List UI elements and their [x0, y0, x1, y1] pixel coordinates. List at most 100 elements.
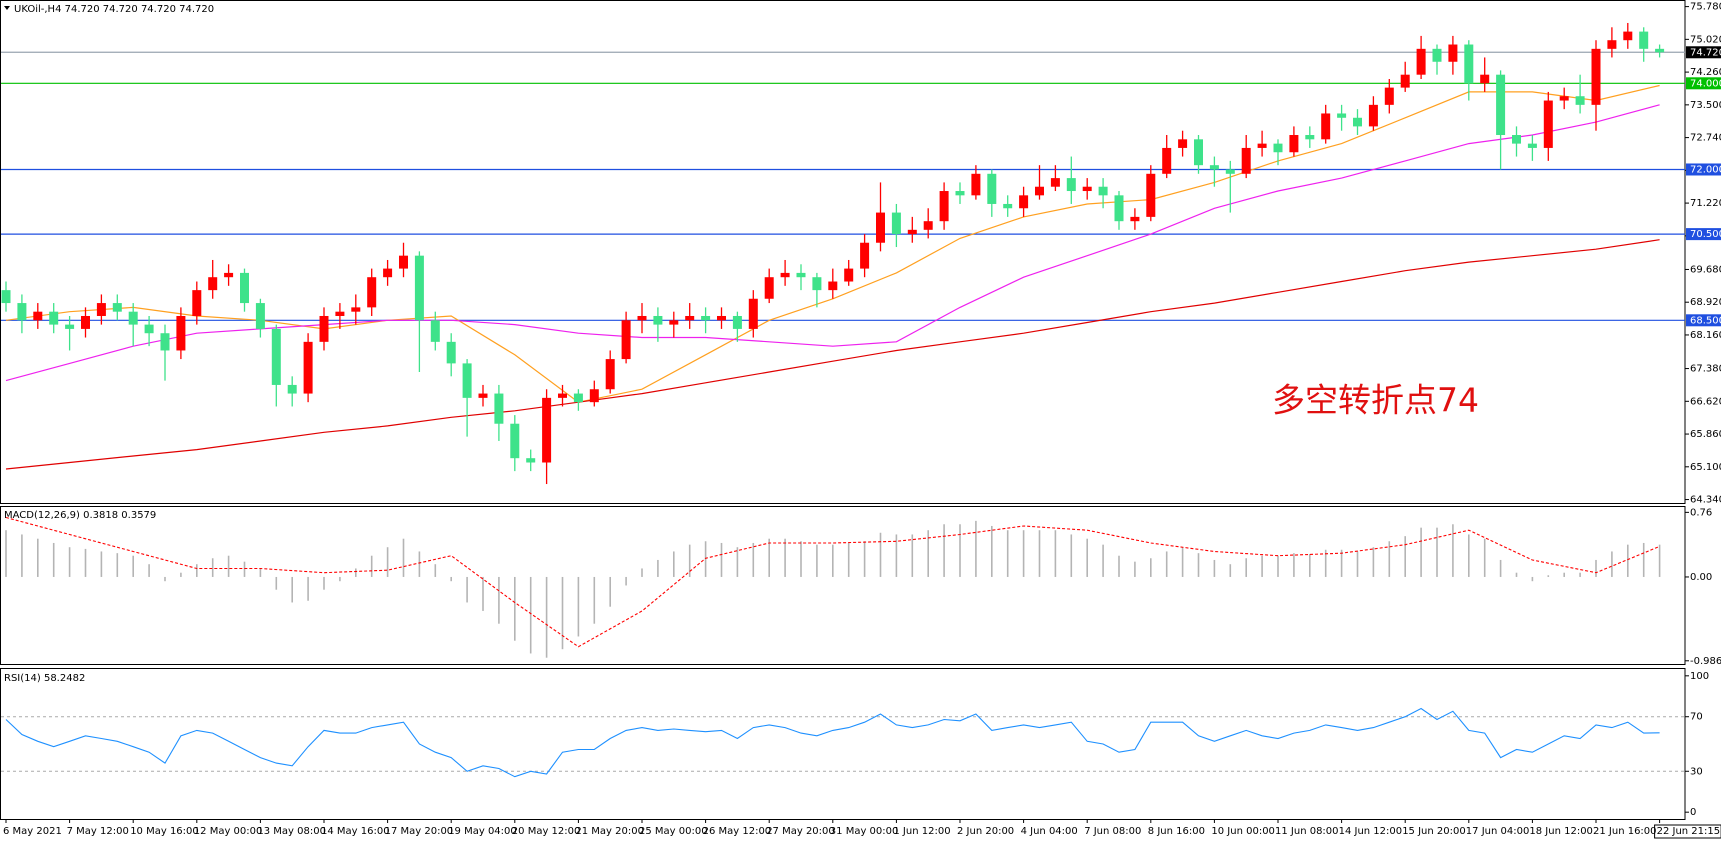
candle-body	[319, 315, 329, 342]
candle-body	[1114, 195, 1124, 222]
candle-body	[1003, 203, 1013, 209]
signal-line	[5, 516, 1660, 648]
candle-body	[907, 229, 917, 235]
candle-body	[160, 333, 170, 351]
candle-body	[1559, 96, 1569, 101]
candle-body	[1321, 113, 1331, 140]
candle-body	[1416, 48, 1426, 75]
candle-body	[430, 320, 440, 342]
x-tick-label: 21 May 20:00	[575, 826, 644, 837]
chart-title: UKOil-,H4 74.720 74.720 74.720 74.720	[14, 4, 214, 15]
x-tick-label: 14 Jun 12:00	[1339, 826, 1403, 837]
candle-body	[271, 328, 281, 385]
candle-body	[1353, 117, 1362, 127]
y-tick-label: 68.160	[1690, 330, 1721, 341]
macd-title: MACD(12,26,9) 0.3818 0.3579	[4, 510, 156, 521]
candle-body	[1178, 139, 1188, 148]
candle-body	[1527, 143, 1537, 148]
candle-body	[1035, 186, 1044, 196]
candle-body	[1225, 169, 1235, 174]
candle-body	[1146, 173, 1156, 217]
candle-body	[1, 290, 11, 304]
candle-body	[1289, 135, 1299, 153]
x-tick-label: 7 May 12:00	[67, 826, 129, 837]
candle-body	[144, 324, 154, 334]
x-tick-label: 31 May 00:00	[830, 826, 899, 837]
candle-body	[176, 315, 186, 351]
y-tick-label: 71.220	[1690, 198, 1721, 209]
x-tick-label: 13 May 08:00	[257, 826, 326, 837]
candle-body	[1496, 74, 1506, 136]
x-tick-label: 17 Jun 04:00	[1466, 826, 1530, 837]
candle-body	[1512, 135, 1521, 144]
moving-average	[5, 104, 1660, 382]
candle-body	[876, 212, 885, 243]
x-tick-label: 22 Jun 21:15	[1657, 826, 1721, 837]
menu-triangle	[4, 6, 10, 10]
y-tick-label: 0.00	[1690, 572, 1712, 583]
x-tick-label: 26 May 12:00	[703, 826, 772, 837]
candle-body	[891, 212, 901, 235]
candle-body	[955, 191, 965, 196]
level-box	[1686, 163, 1721, 176]
candle-body	[526, 458, 536, 463]
level-label: 70.500	[1690, 229, 1721, 240]
y-tick-label: 69.680	[1690, 264, 1721, 275]
candle-body	[49, 311, 59, 325]
candle-body	[383, 268, 393, 278]
x-tick-label: 8 Jun 16:00	[1148, 826, 1205, 837]
level-box	[1686, 314, 1721, 327]
y-tick-label: 65.860	[1690, 429, 1721, 440]
candle-body	[971, 173, 981, 196]
candle-body	[1623, 31, 1633, 41]
x-tick-label: 7 Jun 08:00	[1084, 826, 1141, 837]
y-tick-label: 64.340	[1690, 495, 1721, 506]
x-tick-label: 14 May 16:00	[321, 826, 390, 837]
candle-body	[462, 363, 472, 398]
candle-body	[669, 320, 679, 325]
y-tick-label: 70	[1690, 712, 1703, 723]
candle-body	[81, 315, 90, 329]
candle-body	[1337, 113, 1347, 118]
candle-body	[1543, 100, 1553, 148]
candle-body	[367, 277, 377, 308]
candle-body	[653, 315, 663, 325]
y-tick-label: 30	[1690, 766, 1703, 777]
level-label: 74.000	[1690, 78, 1721, 89]
candle-body	[96, 303, 106, 316]
candle-body	[796, 272, 806, 278]
x-tick-label: 10 May 16:00	[130, 826, 199, 837]
x-tick-label: 18 Jun 12:00	[1529, 826, 1593, 837]
candle-body	[987, 173, 997, 204]
candle-body	[1400, 74, 1410, 88]
x-tick-label: 11 Jun 08:00	[1275, 826, 1339, 837]
main-panel-border	[0, 0, 1686, 504]
candle-body	[812, 277, 822, 291]
candle-body	[732, 315, 742, 329]
candle-body	[685, 315, 695, 321]
candle-body	[701, 315, 711, 321]
candle-body	[414, 255, 424, 321]
candle-body	[1098, 186, 1108, 196]
rsi-panel-border	[0, 668, 1686, 820]
candle-body	[1432, 48, 1442, 62]
candle-body	[1130, 216, 1140, 222]
candle-body	[1050, 178, 1060, 187]
macd-panel-border	[0, 506, 1686, 665]
candle-body	[303, 341, 313, 394]
level-box	[1686, 46, 1721, 59]
candle-body	[112, 303, 122, 312]
candle-body	[1591, 48, 1601, 105]
x-tick-label: 17 May 20:00	[385, 826, 454, 837]
moving-average	[5, 84, 1660, 403]
candle-body	[1480, 74, 1490, 84]
candle-body	[1607, 40, 1617, 49]
candle-body	[65, 324, 75, 329]
candle-body	[17, 303, 27, 321]
x-tick-label: 15 Jun 20:00	[1402, 826, 1466, 837]
candle-body	[621, 320, 631, 360]
candle-body	[589, 389, 599, 403]
candle-body	[558, 393, 567, 398]
